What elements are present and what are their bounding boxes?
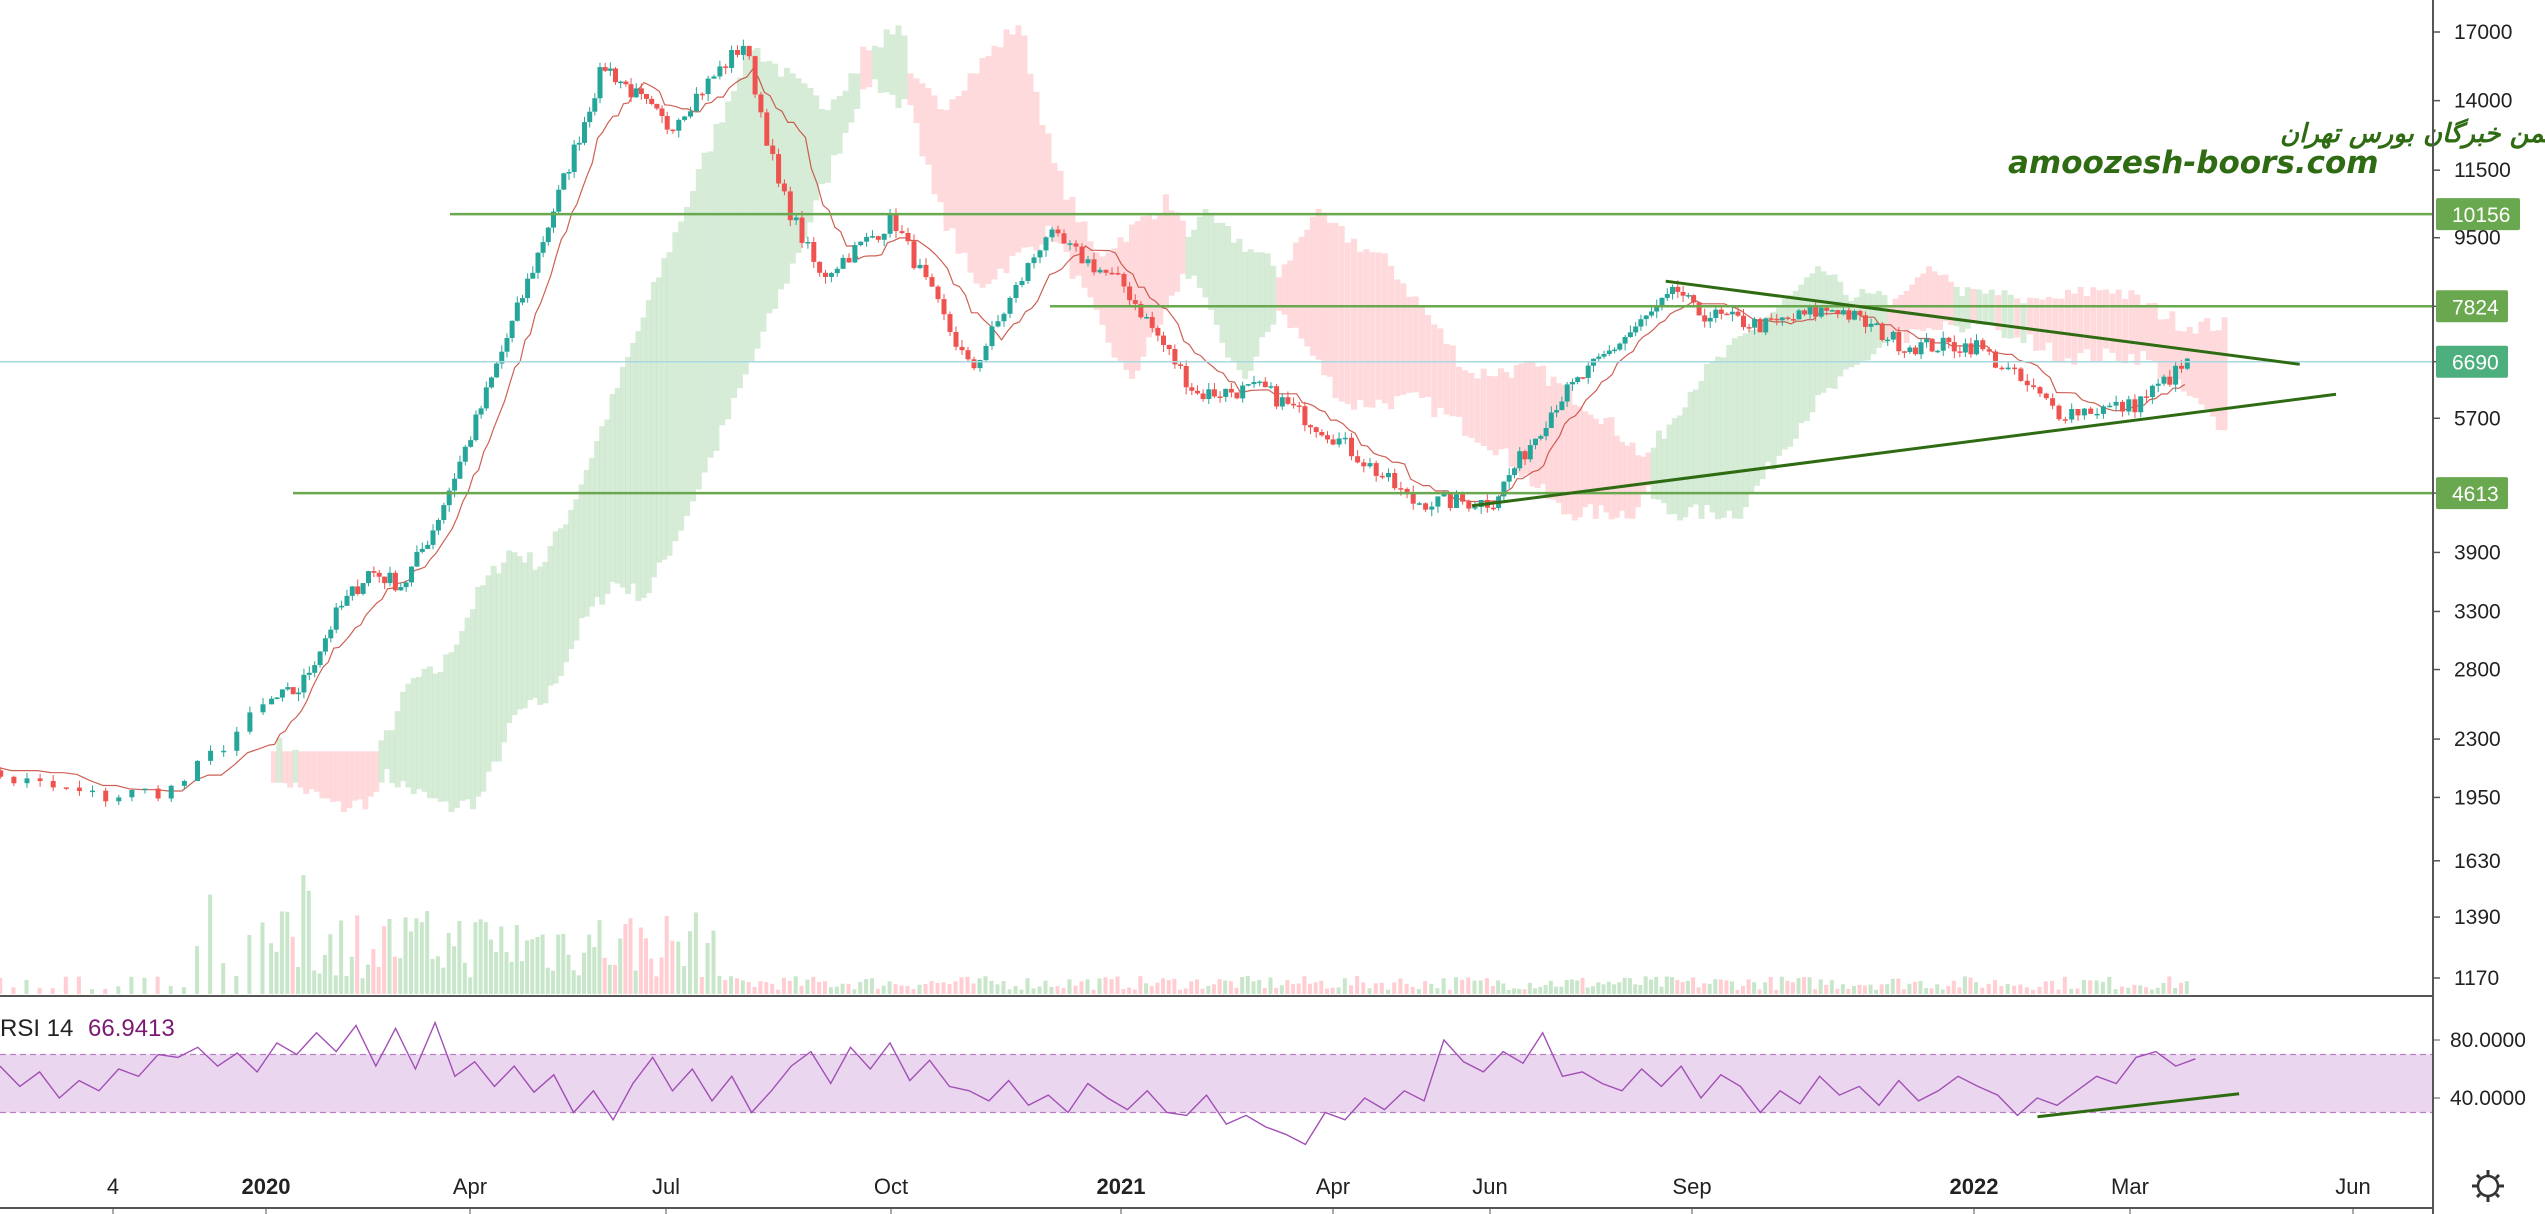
time-tick-label: Apr bbox=[453, 1174, 487, 1199]
time-tick-label: 2021 bbox=[1097, 1174, 1146, 1199]
price-tick-label: 1170 bbox=[2454, 967, 2499, 990]
price-tick-label: 2300 bbox=[2454, 728, 2501, 751]
settings-gear-icon[interactable] bbox=[2472, 1170, 2504, 1202]
watermark-url: amoozesh-boors.com bbox=[2008, 145, 2379, 181]
price-level-badge bbox=[2436, 477, 2508, 510]
trend-line-2[interactable] bbox=[1471, 392, 2337, 508]
price-level-badge bbox=[2436, 345, 2508, 378]
candlestick-series bbox=[0, 39, 2190, 807]
price-tick-label: 9500 bbox=[2454, 227, 2501, 250]
price-level-badge bbox=[2436, 290, 2508, 323]
price-level-badge-label: 4613 bbox=[2452, 483, 2499, 506]
price-tick-label: 11500 bbox=[2454, 159, 2511, 182]
rsi-indicator-label: RSI 14 bbox=[0, 1015, 73, 1042]
rsi-line bbox=[0, 1020, 2196, 1146]
volume-bars bbox=[0, 875, 2189, 994]
price-tick-label: 2800 bbox=[2454, 659, 2501, 682]
time-tick-label: 2020 bbox=[242, 1174, 291, 1199]
time-tick-label: 4 bbox=[107, 1174, 119, 1199]
price-tick-label: 1630 bbox=[2454, 850, 2501, 873]
price-axis[interactable]: 17000 14000 11500 9500 5700 3900 3300 2800 2300 1… bbox=[2433, 21, 2520, 990]
rsi-axis: 80.0000 40.0000 bbox=[2433, 1029, 2526, 1110]
ichimoku-cloud bbox=[270, 25, 2228, 813]
rsi-band bbox=[0, 1054, 2433, 1113]
price-level-badge bbox=[2436, 198, 2520, 231]
time-tick-label: Apr bbox=[1316, 1174, 1350, 1199]
price-tick-label: 1950 bbox=[2454, 786, 2501, 809]
time-tick-label: Jun bbox=[2335, 1174, 2370, 1199]
time-tick-label: Oct bbox=[874, 1174, 908, 1199]
time-axis[interactable]: 4 2020 Apr Jul Oct 2021 Apr Jun Sep 2022 Mar Jun bbox=[107, 1174, 2371, 1214]
price-tick-label: 3300 bbox=[2454, 601, 2501, 624]
time-tick-label: 2022 bbox=[1950, 1174, 1999, 1199]
price-level-badge-label: 7824 bbox=[2452, 296, 2499, 319]
rsi-current-value: 66.9413 bbox=[88, 1015, 175, 1042]
price-tick-label: 1390 bbox=[2454, 906, 2501, 929]
time-tick-label: Jun bbox=[1472, 1174, 1507, 1199]
rsi-tick-label: 40.0000 bbox=[2450, 1087, 2526, 1110]
trend-line-1[interactable] bbox=[1665, 279, 2300, 366]
time-tick-label: Sep bbox=[1672, 1174, 1711, 1199]
price-tick-label: 14000 bbox=[2454, 90, 2512, 113]
watermark-persian: انجمن خبرگان بورس تهران bbox=[2280, 117, 2545, 149]
price-level-badge-label: 10156 bbox=[2452, 204, 2510, 227]
kijun-line bbox=[0, 68, 2186, 792]
rsi-tick-label: 80.0000 bbox=[2450, 1029, 2526, 1052]
trend-lines bbox=[1471, 279, 2337, 508]
price-level-badge-label: 6690 bbox=[2452, 352, 2499, 375]
price-tick-label: 5700 bbox=[2454, 407, 2501, 430]
horizontal-levels bbox=[0, 212, 2433, 495]
price-tick-label: 3900 bbox=[2454, 541, 2501, 564]
time-tick-label: Jul bbox=[652, 1174, 680, 1199]
price-tick-label: 17000 bbox=[2454, 21, 2512, 44]
rsi-pane bbox=[0, 1020, 2433, 1146]
time-tick-label: Mar bbox=[2111, 1174, 2149, 1199]
rsi-trend-line[interactable] bbox=[2037, 1092, 2240, 1119]
